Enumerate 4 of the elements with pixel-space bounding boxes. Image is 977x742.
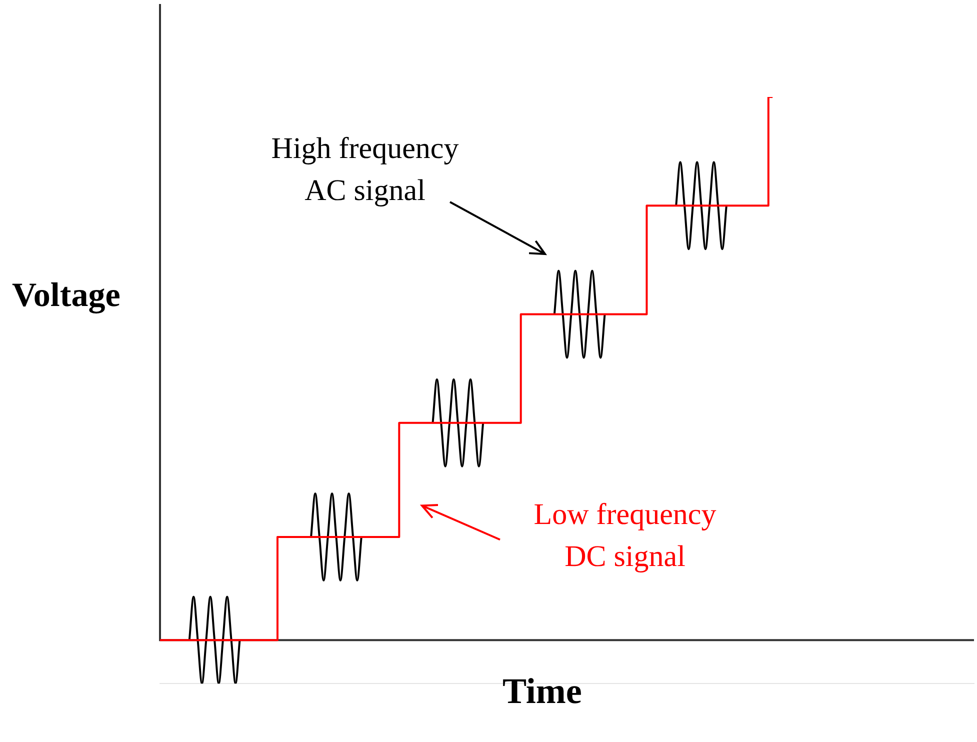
y-axis-title: Voltage [12, 277, 120, 316]
x-axis-title: Time [502, 670, 582, 712]
annotation: High frequency AC signal [270, 131, 460, 209]
annotation: Low frequency DC signal [532, 497, 718, 575]
